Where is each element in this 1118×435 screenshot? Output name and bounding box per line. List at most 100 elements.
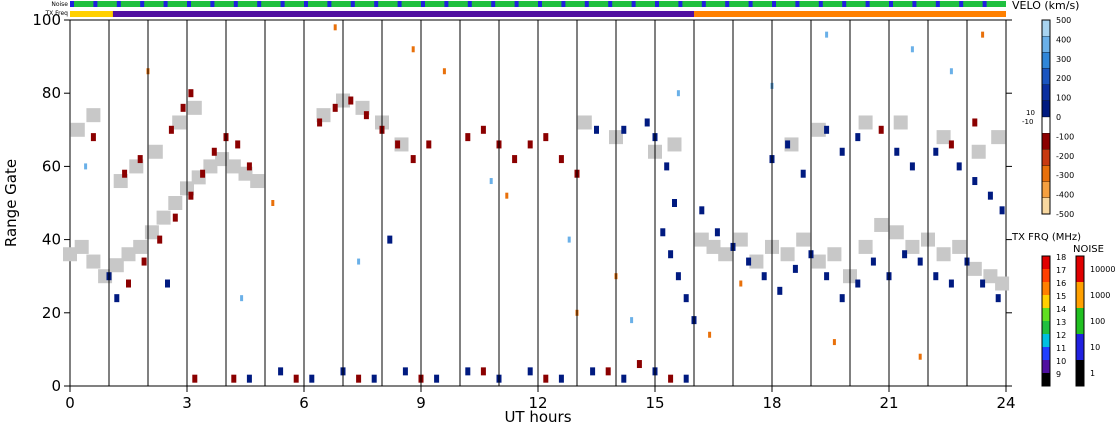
velocity-colorbar-segment [1041,197,1051,215]
noise-strip-segment [935,1,940,7]
velocity-colorbar-segment [1041,181,1051,198]
data-point [683,294,689,303]
velocity-colorbar-segment [1041,68,1051,85]
data-point [157,235,163,244]
txfreq-colorbar-segment [1042,282,1050,295]
data-point [874,217,889,232]
data-point [739,280,743,287]
data-point [824,272,830,281]
data-point [909,162,915,171]
velocity-colorbar-segment [1041,116,1051,134]
txfreq-colorbar-segment [1042,334,1050,347]
txfreq-strip-label: TX Freq [44,10,68,17]
data-point [63,247,77,262]
data-point [827,247,842,262]
data-point [971,144,986,159]
noise-tick-label: 10000 [1090,265,1115,274]
noise-strip-segment [304,1,308,7]
data-point [371,374,377,383]
status-strips [70,1,1006,17]
velocity-tick-label: 400 [1056,35,1071,44]
data-point [567,236,571,243]
data-point [543,133,549,142]
txfreq-tick-label: 15 [1056,292,1066,301]
data-point [90,133,96,142]
y-tick-label: 60 [42,157,61,175]
txfreq-tick-label: 10 [1056,357,1066,366]
noise-strip-segment [678,1,683,7]
data-point [870,257,876,266]
data-point [512,155,518,164]
noise-strip-segment [163,1,168,7]
data-point [187,100,202,115]
data-point [733,232,748,247]
x-tick-label: 9 [416,394,426,412]
txfreq-colorbar: TX FRQ (MHz) 18 17 16 15 14 13 12 11 10 9 [1011,232,1081,387]
noise-strip-segment [725,1,730,7]
data-point [231,374,237,383]
noise-colorbar-title: NOISE [1073,244,1104,255]
data-point [621,125,627,134]
data-point [708,331,712,338]
noise-strip-segment [748,1,753,7]
noise-strip-segment [116,1,121,7]
data-point [442,68,446,75]
velocity-colorbar-segment [1041,19,1051,37]
y-tick-label: 0 [51,377,61,395]
data-point [211,147,217,156]
hour-gridlines [108,20,968,386]
txfreq-tick-label: 12 [1056,331,1066,340]
velocity-mid-label: 10 [1026,109,1035,117]
data-point [250,174,265,189]
data-point [761,272,767,281]
data-point [948,279,954,288]
data-point [796,232,811,247]
data-point [933,147,939,156]
noise-strip-segment [584,1,589,7]
txfreq-colorbar-segment [1042,295,1050,308]
data-point [621,374,627,383]
data-point [956,162,962,171]
velocity-tick-label: -200 [1056,152,1074,161]
data-point [172,213,178,222]
y-tick-label: 20 [42,304,61,322]
data-point [172,115,187,130]
data-point [126,279,131,288]
noise-strip-segment [631,1,636,7]
velocity-tick-label: -100 [1056,132,1074,141]
data-point [664,162,670,171]
data-point [192,374,198,383]
txfreq-tick-label: 18 [1056,253,1066,262]
data-point [156,210,171,225]
data-point [226,159,241,174]
data-point [952,239,967,254]
data-point [165,279,170,288]
data-point [694,232,709,247]
data-point [933,272,939,281]
x-tick-label: 3 [182,394,192,412]
data-point [70,122,85,137]
txfreq-colorbar-segment [1042,360,1050,373]
velocity-tick-label: 300 [1056,55,1071,64]
noise-tick-label: 1 [1090,369,1095,378]
noise-strip-segment [912,1,917,7]
data-point [981,31,985,38]
txfreq-colorbar-segment [1042,308,1050,321]
data-point [240,295,244,302]
noise-colorbar-segment [1076,308,1084,334]
data-point [987,191,993,200]
data-point [889,225,904,240]
x-axis-ticks: 0 3 6 9 12 15 18 21 24 [65,386,1016,412]
txfreq-colorbar-segment [1042,256,1050,269]
txfreq-colorbar-title: TX FRQ (MHz) [1011,232,1081,243]
txfreq-colorbar-segment [1042,373,1050,386]
data-point [825,31,829,38]
data-point [434,374,440,383]
txfreq-strip-segment [112,11,694,17]
data-point [543,374,549,383]
data-point [141,257,147,266]
noise-strip-segment [257,1,262,7]
y-tick-label: 100 [32,11,61,29]
data-point [855,279,861,288]
data-point [74,239,89,254]
